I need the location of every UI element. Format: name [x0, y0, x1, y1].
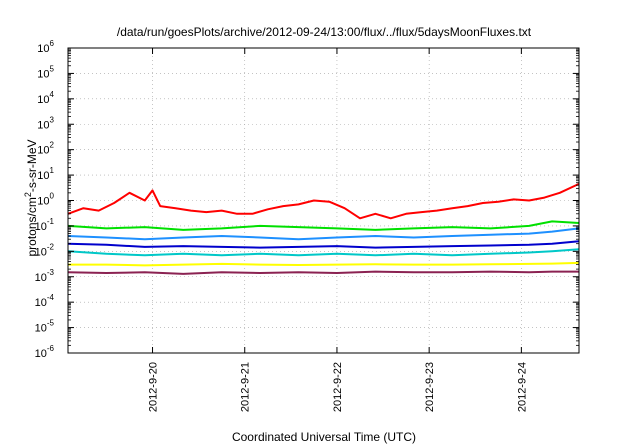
- y-tick-label: 10-1: [35, 217, 55, 233]
- series-group: [67, 182, 580, 275]
- y-tick-exponent: 0: [50, 192, 55, 201]
- y-tick-exponent: 1: [50, 166, 55, 175]
- y-tick-mantissa: 10: [37, 145, 49, 157]
- y-tick-mantissa: 10: [37, 170, 49, 182]
- y-tick-exponent: 2: [50, 141, 55, 150]
- x-axis-ticks: 2012-9-20 2012-9-21 2012-9-22 2012-9-23 2012…: [148, 48, 528, 412]
- y-tick-exponent: -4: [47, 293, 55, 302]
- series-line-1: [67, 220, 580, 231]
- y-tick-mantissa: 10: [37, 68, 49, 80]
- y-tick-mantissa: 10: [37, 196, 49, 208]
- x-tick-label: 2012-9-22: [332, 362, 344, 412]
- y-axis-label-post: -s-sr-MeV: [25, 139, 39, 192]
- y-tick-mantissa: 10: [35, 272, 47, 284]
- x-tick-label: 2012-9-21: [240, 362, 252, 412]
- y-tick-label: 10-3: [35, 268, 55, 284]
- y-axis-label-pre: protons/cm: [25, 197, 39, 256]
- y-tick-mantissa: 10: [35, 323, 47, 335]
- series-line-0: [67, 182, 580, 220]
- y-tick-exponent: 6: [50, 39, 55, 48]
- y-tick-exponent: -1: [47, 217, 55, 226]
- series-line-2: [67, 227, 580, 241]
- y-tick-exponent: -2: [47, 242, 55, 251]
- y-axis-label: protons/cm2-s-sr-MeV: [23, 139, 39, 256]
- x-axis-label: Coordinated Universal Time (UTC): [232, 430, 416, 444]
- series-line-4: [67, 248, 580, 257]
- y-tick-exponent: 4: [50, 90, 55, 99]
- y-tick-label: 10-6: [35, 344, 55, 360]
- series-line-5: [68, 261, 580, 267]
- y-tick-exponent: -6: [47, 344, 55, 353]
- y-tick-label: 103: [37, 115, 54, 131]
- y-tick-label: 106: [37, 39, 54, 55]
- y-tick-exponent: -5: [47, 319, 55, 328]
- series-line-3: [67, 240, 580, 249]
- y-tick-mantissa: 10: [35, 297, 47, 309]
- y-tick-mantissa: 10: [37, 43, 49, 55]
- y-tick-label: 104: [37, 90, 54, 106]
- y-tick-label: 10-5: [35, 319, 55, 335]
- y-tick-mantissa: 10: [35, 348, 47, 360]
- y-tick-mantissa: 10: [35, 246, 47, 258]
- x-tick-label: 2012-9-20: [148, 362, 160, 412]
- y-tick-mantissa: 10: [37, 94, 49, 106]
- y-tick-label: 105: [37, 64, 54, 80]
- y-tick-exponent: -3: [47, 268, 55, 277]
- chart-title: /data/run/goesPlots/archive/2012-09-24/1…: [117, 25, 532, 39]
- y-tick-label: 10-4: [35, 293, 55, 309]
- y-tick-exponent: 5: [50, 64, 55, 73]
- y-tick-label: 10-2: [35, 242, 55, 258]
- y-tick-exponent: 3: [50, 115, 55, 124]
- y-tick-mantissa: 10: [37, 119, 49, 131]
- y-tick-label: 100: [37, 192, 54, 208]
- y-axis-ticks: 10-610-510-410-310-210-11001011021031041…: [35, 39, 579, 360]
- series-line-6: [67, 270, 579, 275]
- y-tick-label: 101: [37, 166, 54, 182]
- y-axis-label-sup: 2: [23, 192, 33, 197]
- x-tick-label: 2012-9-23: [424, 362, 436, 412]
- x-tick-label: 2012-9-24: [516, 362, 528, 412]
- y-tick-mantissa: 10: [35, 221, 47, 233]
- y-tick-label: 102: [37, 141, 54, 157]
